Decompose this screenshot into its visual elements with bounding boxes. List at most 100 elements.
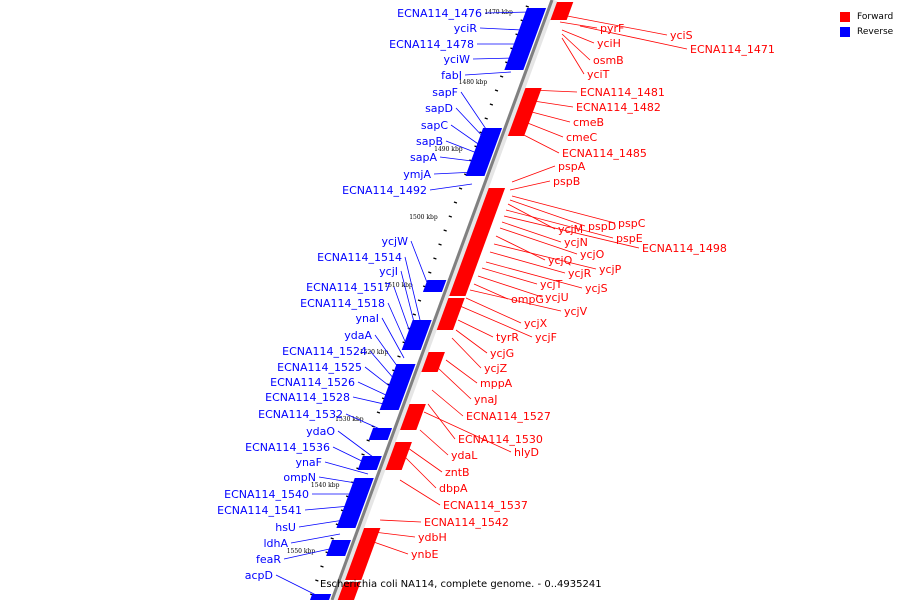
reverse-gene-arrow [465,128,503,176]
gene-label-ecna114-1525: ECNA114_1525 [277,361,362,374]
reverse-leader-line [369,350,396,381]
gene-label-ecna114-1481: ECNA114_1481 [580,86,665,99]
gene-label-hsu: hsU [275,521,296,534]
reverse-gene-arrow [326,540,351,556]
gene-label-ompn: ompN [283,471,316,484]
axis-tick-label: 1480 kbp [459,79,488,86]
gene-label-ycjt: ycjT [540,278,563,291]
gene-label-sapd: sapD [425,102,453,115]
reverse-leader-line [364,366,393,389]
reverse-leader-line [275,574,319,597]
reverse-leader-line [298,519,345,528]
gene-label-ecna114-1532: ECNA114_1532 [258,408,343,421]
forward-leader-line [473,283,509,300]
reverse-leader-line [410,240,429,286]
reverse-leader-line [472,57,516,60]
forward-leader-line [465,297,522,324]
gene-label-sapc: sapC [421,119,448,132]
axis-tick-mark [433,257,437,260]
gene-label-ecna114-1471: ECNA114_1471 [690,43,775,56]
reverse-gene-arrow [379,364,416,410]
reverse-leader-line [479,27,523,31]
reverse-leader-line [352,396,385,405]
axis-tick-mark [448,215,452,218]
forward-leader-line [503,215,640,249]
legend-reverse: Reverse [840,24,893,39]
gene-label-acpd: acpD [245,569,273,582]
axis-tick-mark [366,439,370,442]
reverse-leader-line [332,446,373,467]
gene-label-ycih: yciH [597,37,621,50]
forward-leader-line [511,195,616,224]
gene-label-pspe: pspE [616,232,643,245]
reverse-leader-line [433,171,477,175]
gene-label-ecna114-1498: ECNA114_1498 [642,242,727,255]
gene-label-pspa: pspA [558,160,586,173]
axis-tick-label: 1550 kbp [287,548,316,555]
axis-tick-label: 1540 kbp [311,482,340,489]
forward-leader-line [529,89,578,93]
reverse-leader-line [400,270,417,331]
forward-leader-line [526,99,574,108]
gene-label-ynaf: ynaF [295,456,322,469]
reverse-leader-line [318,476,363,485]
forward-leader-line [501,221,562,243]
reverse-gene-arrow [336,478,374,528]
reverse-leader-line [404,256,421,321]
forward-leader-line [561,29,595,44]
reverse-gene-arrow [504,8,547,70]
axis-tick-mark [458,187,463,190]
gene-label-ecna114-1514: ECNA114_1514 [317,251,402,264]
gene-label-ecna114-1541: ECNA114_1541 [217,504,302,517]
forward-leader-line [423,411,512,453]
forward-leader-line [517,131,560,154]
gene-label-ycjf: ycjF [535,331,557,344]
gene-label-ompg: ompG [511,293,544,306]
genome-axis [330,0,554,600]
forward-leader-line [561,33,591,61]
reverse-leader-line [290,533,341,544]
gene-label-ycjp: ycjP [599,263,622,276]
axis-tick-label: 1490 kbp [434,146,463,153]
forward-leader-line [559,21,598,29]
reverse-leader-line [439,156,481,163]
genome-axis-shadow [330,0,558,600]
gene-label-ycjw: ycjW [382,235,409,248]
gene-label-pspd: pspD [588,220,616,233]
axis-tick-mark [417,299,422,302]
gene-label-ycjz: ycjZ [484,362,508,375]
forward-leader-line [437,367,472,400]
forward-leader-line [579,25,688,50]
gene-label-ycjg: ycjG [490,347,514,360]
reverse-leader-line [345,413,383,431]
reverse-leader-line [387,302,409,349]
forward-gene-arrow [505,88,542,136]
axis-tick-mark [489,103,494,106]
gene-label-ecna114-1524: ECNA114_1524 [282,345,367,358]
forward-leader-line [489,251,566,274]
gene-label-fear: feaR [256,553,281,566]
gene-label-ycir: yciR [454,22,478,35]
gene-label-osmb: osmB [593,54,624,67]
reverse-gene-arrow [310,594,332,600]
forward-leader-line [403,455,437,489]
reverse-leader-line [460,91,489,133]
reverse-leader-line [304,505,351,511]
axis-tick-label: 1500 kbp [409,214,438,221]
reverse-leader-line [445,140,483,156]
gene-label-mppa: mppA [480,377,513,390]
gene-label-ecna114-1537: ECNA114_1537 [443,499,528,512]
gene-label-ynai: ynaI [356,312,379,325]
axis-tick-mark [412,313,417,316]
gene-label-ldha: ldhA [263,537,288,550]
gene-label-ecna114-1542: ECNA114_1542 [424,516,509,529]
gene-label-ecna114-1492: ECNA114_1492 [342,184,427,197]
forward-leader-line [493,243,597,270]
reverse-gene-arrow [401,320,432,350]
gene-label-ycjo: ycjO [580,248,605,261]
gene-label-ydal: ydaL [451,449,478,462]
gene-labels: ECNA114_1476 yciR ECNA114_1478 yciW fabI sapF… [217,7,775,582]
forward-leader-line [561,14,668,36]
axis-tick-mark [320,565,324,568]
